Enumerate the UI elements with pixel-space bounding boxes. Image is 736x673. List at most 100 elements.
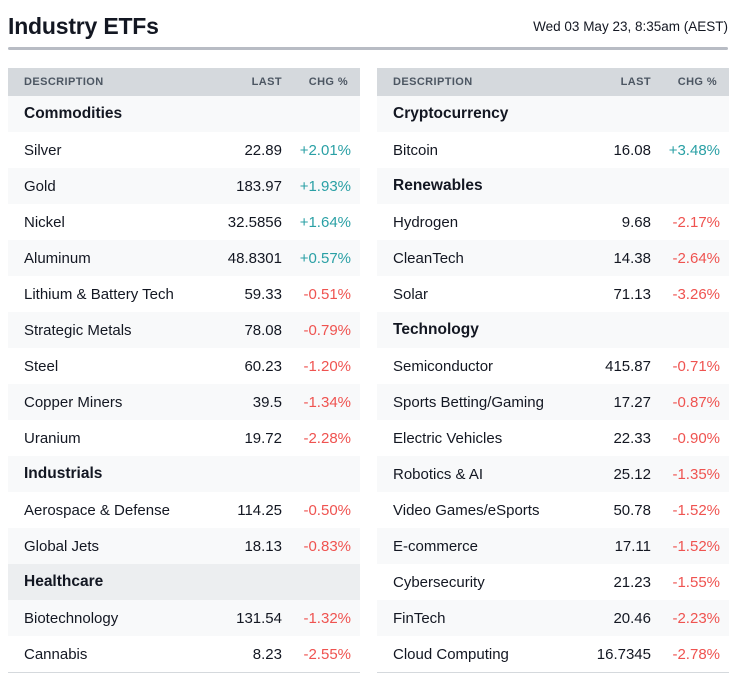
etf-row-aerospace-defense[interactable]: Aerospace & Defense 114.25 -0.50% [8, 492, 360, 528]
etf-last: 17.11 [614, 537, 651, 555]
etf-last: 9.68 [621, 213, 651, 231]
etf-row-cloud-computing[interactable]: Cloud Computing 16.7345 -2.78% [377, 636, 729, 672]
etf-change: +1.93% [299, 177, 351, 195]
etf-row-uranium[interactable]: Uranium 19.72 -2.28% [8, 420, 360, 456]
etf-row-fintech[interactable]: FinTech 20.46 -2.23% [377, 600, 729, 636]
etf-row-global-jets[interactable]: Global Jets 18.13 -0.83% [8, 528, 360, 564]
right-table-rows: Cryptocurrency Bitcoin 16.08 +3.48% Rene… [377, 96, 729, 672]
etf-name: Aerospace & Defense [24, 501, 170, 519]
timestamp: Wed 03 May 23, 8:35am (AEST) [533, 19, 728, 34]
etf-name: Aluminum [24, 249, 91, 267]
etf-row-electric-vehicles[interactable]: Electric Vehicles 22.33 -0.90% [377, 420, 729, 456]
etf-name: Strategic Metals [24, 321, 132, 339]
etf-row-cleantech[interactable]: CleanTech 14.38 -2.64% [377, 240, 729, 276]
etf-name: Hydrogen [393, 213, 459, 231]
etf-name: CleanTech [393, 249, 464, 267]
section-label: Technology [393, 321, 479, 338]
etf-row-cannabis[interactable]: Cannabis 8.23 -2.55% [8, 636, 360, 672]
etf-name: Video Games/eSports [393, 501, 540, 519]
etf-row-gold[interactable]: Gold 183.97 +1.93% [8, 168, 360, 204]
etf-last: 22.89 [244, 141, 282, 159]
etf-name: Bitcoin [393, 141, 439, 159]
tables-container: DESCRIPTION LAST CHG % Commodities Silve… [0, 68, 736, 673]
etf-name: Sports Betting/Gaming [393, 393, 544, 411]
etf-row-nickel[interactable]: Nickel 32.5856 +1.64% [8, 204, 360, 240]
etf-row-strategic-metals[interactable]: Strategic Metals 78.08 -0.79% [8, 312, 360, 348]
etf-row-biotechnology[interactable]: Biotechnology 131.54 -1.32% [8, 600, 360, 636]
etf-name: Copper Miners [24, 393, 123, 411]
column-header-chg: CHG % [677, 76, 717, 88]
etf-row-sports-betting-gaming[interactable]: Sports Betting/Gaming 17.27 -0.87% [377, 384, 729, 420]
title-divider [8, 47, 728, 50]
etf-last: 48.8301 [227, 249, 282, 267]
left-table-rows: Commodities Silver 22.89 +2.01% Gold 183… [8, 96, 360, 672]
etf-last: 16.7345 [596, 645, 651, 663]
etf-change: -1.52% [672, 537, 720, 555]
etf-row-solar[interactable]: Solar 71.13 -3.26% [377, 276, 729, 312]
etf-last: 183.97 [236, 177, 282, 195]
etf-name: Biotechnology [24, 609, 119, 627]
section-row-renewables: Renewables [377, 168, 729, 204]
etf-change: -0.50% [303, 501, 351, 519]
etf-row-cybersecurity[interactable]: Cybersecurity 21.23 -1.55% [377, 564, 729, 600]
right-table-header: DESCRIPTION LAST CHG % [377, 68, 729, 96]
etf-change: -0.87% [672, 393, 720, 411]
column-header-last: LAST [251, 76, 282, 88]
etf-name: FinTech [393, 609, 446, 627]
left-table-header: DESCRIPTION LAST CHG % [8, 68, 360, 96]
etf-change: -1.35% [672, 465, 720, 483]
etf-name: Gold [24, 177, 56, 195]
etf-row-video-games-esports[interactable]: Video Games/eSports 50.78 -1.52% [377, 492, 729, 528]
etf-row-silver[interactable]: Silver 22.89 +2.01% [8, 132, 360, 168]
section-label: Cryptocurrency [393, 105, 509, 122]
etf-last: 22.33 [613, 429, 651, 447]
etf-last: 19.72 [244, 429, 282, 447]
etf-name: Lithium & Battery Tech [24, 285, 174, 303]
etf-last: 16.08 [613, 141, 651, 159]
etf-change: +2.01% [299, 141, 351, 159]
page-header: Industry ETFs Wed 03 May 23, 8:35am (AES… [0, 0, 736, 44]
etf-row-bitcoin[interactable]: Bitcoin 16.08 +3.48% [377, 132, 729, 168]
etf-row-robotics-ai[interactable]: Robotics & AI 25.12 -1.35% [377, 456, 729, 492]
etf-name: Silver [24, 141, 62, 159]
etf-change: -2.64% [672, 249, 720, 267]
etf-last: 18.13 [244, 537, 282, 555]
etf-change: -0.71% [672, 357, 720, 375]
etf-change: -0.51% [303, 285, 351, 303]
etf-change: -2.28% [303, 429, 351, 447]
etf-row-steel[interactable]: Steel 60.23 -1.20% [8, 348, 360, 384]
etf-last: 50.78 [613, 501, 651, 519]
etf-row-hydrogen[interactable]: Hydrogen 9.68 -2.17% [377, 204, 729, 240]
etf-last: 20.46 [613, 609, 651, 627]
etf-row-semiconductor[interactable]: Semiconductor 415.87 -0.71% [377, 348, 729, 384]
column-header-chg: CHG % [308, 76, 348, 88]
section-row-technology: Technology [377, 312, 729, 348]
etf-name: Cybersecurity [393, 573, 485, 591]
etf-last: 59.33 [244, 285, 282, 303]
etf-name: Steel [24, 357, 59, 375]
etf-last: 25.12 [613, 465, 651, 483]
etf-row-ecommerce[interactable]: E-commerce 17.11 -1.52% [377, 528, 729, 564]
etf-change: -1.52% [672, 501, 720, 519]
etf-row-copper-miners[interactable]: Copper Miners 39.5 -1.34% [8, 384, 360, 420]
etf-change: -1.20% [303, 357, 351, 375]
section-row-industrials: Industrials [8, 456, 360, 492]
section-label: Renewables [393, 177, 483, 194]
etf-change: -0.79% [303, 321, 351, 339]
column-header-description: DESCRIPTION [24, 76, 104, 88]
etf-last: 17.27 [613, 393, 651, 411]
etf-name: Robotics & AI [393, 465, 484, 483]
etf-last: 14.38 [613, 249, 651, 267]
etf-last: 114.25 [237, 501, 282, 519]
etf-change: -2.17% [672, 213, 720, 231]
etf-change: -1.34% [303, 393, 351, 411]
etf-row-aluminum[interactable]: Aluminum 48.8301 +0.57% [8, 240, 360, 276]
etf-last: 415.87 [605, 357, 651, 375]
etf-last: 131.54 [236, 609, 282, 627]
section-label: Healthcare [24, 573, 104, 590]
etf-last: 60.23 [244, 357, 282, 375]
column-header-description: DESCRIPTION [393, 76, 473, 88]
etf-row-lithium-battery-tech[interactable]: Lithium & Battery Tech 59.33 -0.51% [8, 276, 360, 312]
etf-name: Cloud Computing [393, 645, 509, 663]
